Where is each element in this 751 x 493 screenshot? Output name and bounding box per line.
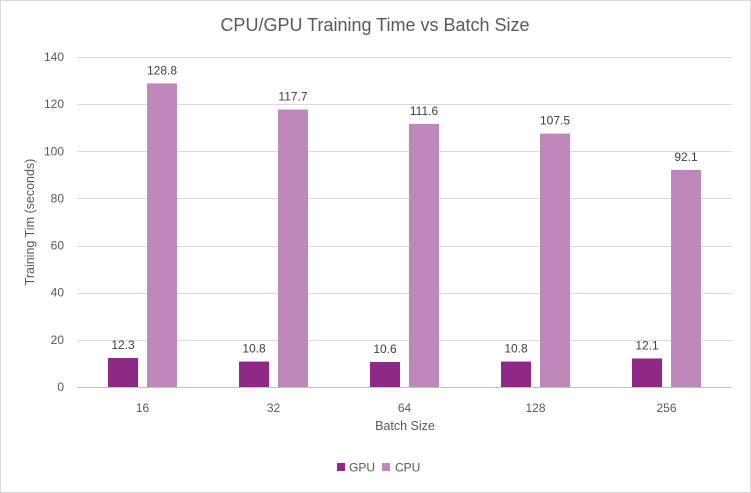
legend-label: GPU <box>349 461 375 475</box>
x-tick-label: 256 <box>656 401 676 415</box>
data-label: 10.8 <box>242 342 266 356</box>
bar-cpu-256 <box>671 169 701 387</box>
x-axis-title: Batch Size <box>375 419 435 433</box>
bar-cpu-32 <box>278 109 308 388</box>
y-axis-ticks: 0 20 40 60 80 100 120 140 <box>44 50 64 394</box>
bar-cpu-16 <box>147 83 177 388</box>
y-tick-label: 40 <box>51 286 65 300</box>
y-tick-label: 80 <box>51 191 65 205</box>
x-tick-label: 16 <box>136 401 150 415</box>
y-tick-label: 20 <box>51 333 65 347</box>
data-label: 128.8 <box>147 63 177 77</box>
legend-swatch <box>382 463 390 471</box>
x-tick-label: 128 <box>525 401 545 415</box>
x-tick-label: 32 <box>267 401 281 415</box>
y-tick-label: 60 <box>51 239 65 253</box>
bar-gpu-256 <box>632 358 662 387</box>
bar-cpu-128 <box>540 133 570 387</box>
bar-gpu-64 <box>370 362 400 387</box>
x-tick-label: 64 <box>398 401 412 415</box>
y-tick-label: 0 <box>57 380 64 394</box>
y-tick-label: 140 <box>44 50 64 64</box>
data-label: 12.3 <box>111 338 135 352</box>
data-labels: 12.3 10.8 10.6 10.8 12.1 128.8 117.7 111.6 107.5… <box>111 63 698 356</box>
chart-title: CPU/GPU Training Time vs Batch Size <box>220 15 529 35</box>
bar-gpu-16 <box>108 358 138 387</box>
legend-swatch <box>337 463 345 471</box>
data-label: 117.7 <box>278 90 307 104</box>
gridlines <box>77 57 732 388</box>
data-label: 107.5 <box>540 114 570 128</box>
bar-cpu-64 <box>409 123 439 387</box>
x-axis-ticks: 16 32 64 128 256 <box>136 401 677 415</box>
y-tick-label: 120 <box>44 97 64 111</box>
bar-gpu-32 <box>239 361 269 387</box>
y-tick-label: 100 <box>44 144 64 158</box>
data-label: 111.6 <box>410 104 439 118</box>
data-label: 10.6 <box>373 342 397 356</box>
data-label: 10.8 <box>504 342 528 356</box>
y-axis-title: Training Tim (seconds) <box>23 159 37 286</box>
data-label: 12.1 <box>635 338 659 352</box>
bars <box>108 83 701 388</box>
data-label: 92.1 <box>674 150 698 164</box>
legend-item-gpu: GPU <box>337 461 375 475</box>
legend: GPU CPU <box>337 461 420 475</box>
legend-item-cpu: CPU <box>382 461 420 475</box>
legend-label: CPU <box>395 461 420 475</box>
bar-gpu-128 <box>501 361 531 387</box>
